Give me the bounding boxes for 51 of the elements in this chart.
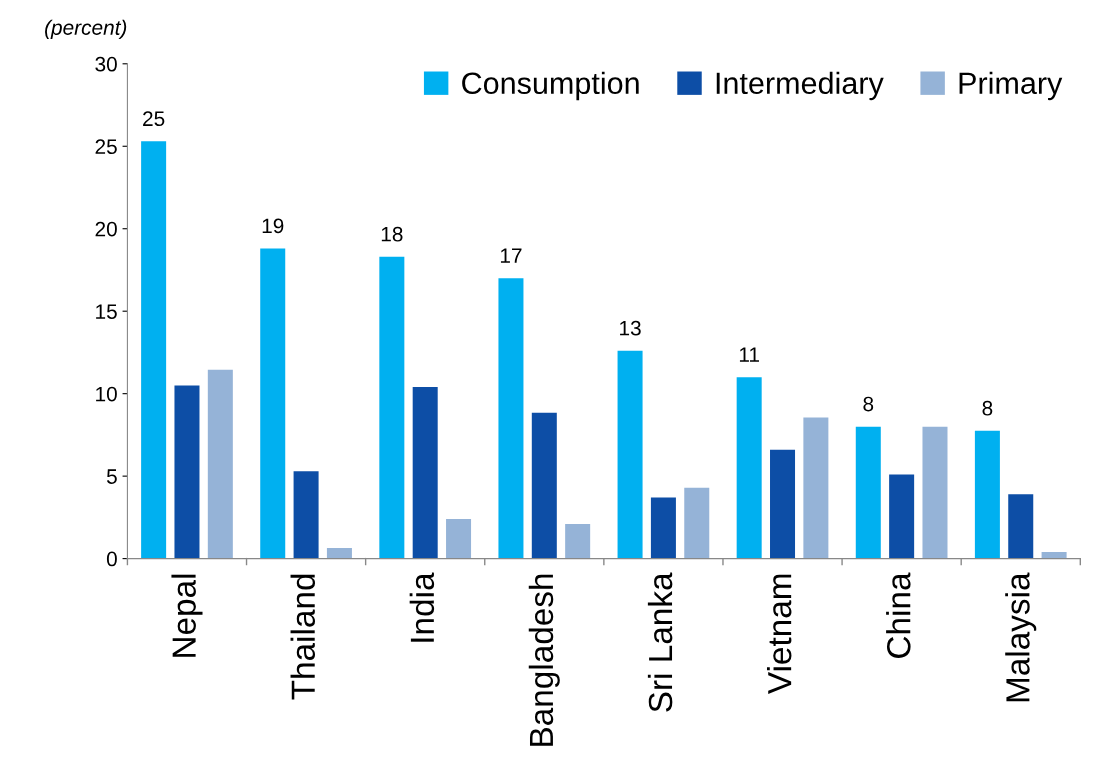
x-tick-label: Malaysia — [1005, 572, 1037, 702]
data-label: 8 — [982, 400, 993, 416]
y-tick-label: 10 — [96, 386, 117, 402]
bar — [974, 430, 1000, 559]
bar — [531, 412, 557, 559]
y-tick-label: 20 — [95, 221, 117, 237]
y-tick-label: 30 — [95, 56, 117, 72]
bar — [684, 487, 710, 559]
legend-label: Primary — [959, 71, 1063, 101]
bar — [889, 474, 915, 559]
y-tick-label: 15 — [96, 304, 117, 319]
x-tick-label: Bangladesh — [528, 574, 560, 746]
y-tick-label: 25 — [95, 139, 117, 155]
data-label: 18 — [381, 226, 403, 242]
bar — [412, 387, 438, 559]
bar — [855, 426, 881, 559]
bar — [565, 523, 591, 559]
y-tick-label: 0 — [106, 551, 117, 567]
bar — [446, 519, 472, 559]
x-tick-label: Vietnam — [766, 574, 792, 695]
x-tick-label: Thailand — [290, 574, 316, 700]
bar — [922, 426, 948, 559]
data-label: 17 — [500, 248, 522, 263]
bar — [803, 417, 829, 559]
legend-label: Consumption — [462, 71, 639, 101]
data-label: 19 — [262, 218, 284, 234]
bar — [498, 278, 524, 559]
bar — [650, 497, 676, 559]
bar — [326, 547, 352, 559]
x-tick-label: China — [886, 572, 911, 658]
bar — [293, 471, 319, 559]
y-axis-title: (percent) — [45, 19, 127, 40]
bar — [260, 248, 286, 559]
data-label: 11 — [739, 347, 759, 362]
data-label: 13 — [620, 320, 641, 336]
bar — [1041, 552, 1067, 559]
legend-label: Intermediary — [716, 71, 884, 101]
x-tick-label: Nepal — [171, 574, 203, 657]
bar — [736, 377, 762, 559]
data-label: 25 — [143, 111, 165, 127]
x-tick-label: India — [409, 572, 435, 642]
bar — [1008, 494, 1034, 559]
bar — [207, 369, 233, 559]
bar — [174, 385, 200, 559]
bar — [141, 141, 167, 559]
data-label: 8 — [863, 396, 874, 412]
bar — [379, 256, 405, 559]
bar — [770, 449, 796, 559]
x-tick-label: Sri Lanka — [647, 572, 673, 712]
bar — [617, 350, 643, 559]
y-tick-label: 5 — [106, 469, 117, 484]
